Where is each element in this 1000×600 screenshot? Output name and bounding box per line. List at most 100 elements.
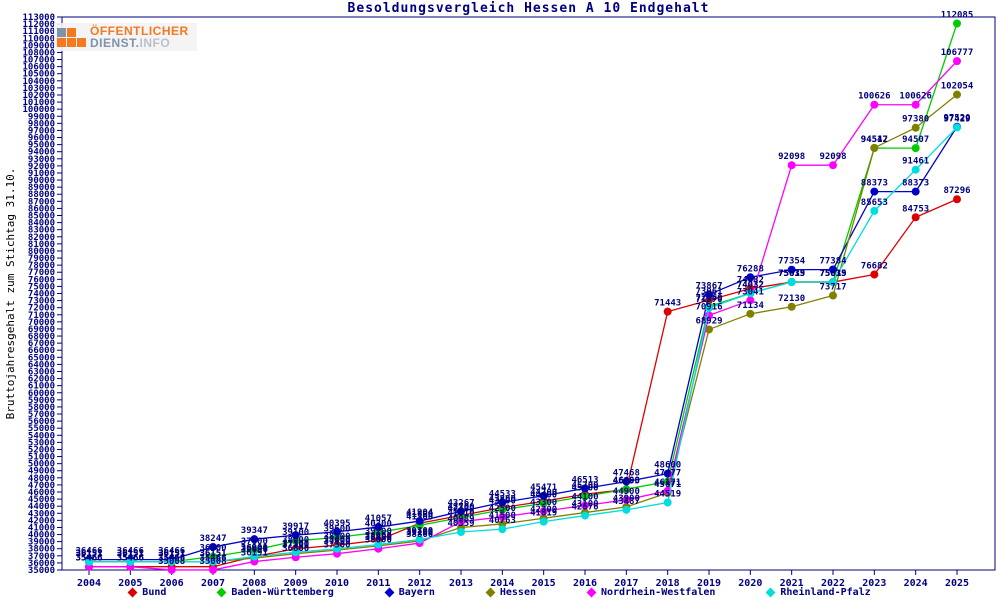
point-label-nordrhein-westfalen: 35466	[75, 554, 102, 564]
x-axis-tick-label: 2008	[242, 578, 266, 589]
point-label-hessen: 72130	[778, 294, 805, 304]
point-label-bund: 75615	[819, 269, 846, 279]
y-axis-tick-label: 94000	[28, 148, 55, 158]
point-label-bayern: 39917	[282, 522, 309, 532]
point-label-hessen: 68929	[695, 316, 722, 326]
point-label-baden-w-rttemberg: 37800	[241, 537, 268, 547]
y-axis-tick-label: 79000	[28, 254, 55, 264]
legend-item-nordrhein-westfalen: Nordrhein-Westfalen	[586, 587, 715, 598]
y-axis-tick-label: 101000	[22, 98, 55, 108]
x-axis-tick-label: 2023	[862, 578, 886, 589]
point-label-nordrhein-westfalen: 41810	[447, 509, 474, 519]
point-label-rheinland-pfalz: 38600	[365, 531, 392, 541]
point-label-rheinland-pfalz: 97429	[943, 114, 970, 124]
point-label-hessen: 36151	[117, 549, 144, 559]
point-label-hessen: 36151	[199, 549, 226, 559]
y-axis-tick-label: 99000	[28, 112, 55, 122]
point-label-baden-w-rttemberg: 36900	[199, 544, 226, 554]
point-marker-rheinland-pfalz	[250, 552, 259, 561]
logo-line2-dienst: DIENST.	[90, 36, 140, 50]
y-axis-tick-label: 110000	[22, 34, 55, 44]
y-axis-tick-label: 88000	[28, 190, 55, 200]
point-label-bayern: 38247	[199, 534, 226, 544]
y-axis-tick-label: 59000	[28, 396, 55, 406]
point-marker-nordrhein-westfalen	[787, 161, 796, 170]
point-marker-baden-w-rttemberg	[291, 536, 300, 545]
point-label-nordrhein-westfalen: 73041	[737, 287, 764, 297]
series-line-hessen	[89, 94, 958, 563]
y-axis-tick-label: 106000	[22, 63, 55, 73]
point-label-hessen: 97380	[902, 115, 929, 125]
point-label-nordrhein-westfalen: 38800	[406, 530, 433, 540]
point-marker-bayern	[870, 187, 879, 196]
point-marker-hessen	[746, 309, 755, 318]
point-label-bayern: 41904	[406, 508, 434, 518]
point-marker-bayern	[209, 542, 217, 551]
legend-item-bund: Bund	[127, 587, 166, 598]
y-axis-tick-label: 102000	[22, 91, 55, 101]
point-label-bayern: 44533	[489, 489, 516, 499]
point-label-hessen: 73717	[819, 283, 846, 293]
y-axis-tick-label: 83000	[28, 226, 55, 236]
x-axis-tick-label: 2016	[573, 578, 597, 589]
point-label-bayern: 48600	[654, 461, 681, 471]
point-marker-baden-w-rttemberg	[581, 492, 589, 501]
x-axis-tick-label: 2010	[325, 578, 349, 589]
point-label-hessen: 40989	[447, 515, 474, 525]
point-marker-rheinland-pfalz	[415, 535, 424, 544]
point-marker-bayern	[374, 523, 383, 532]
point-label-rheinland-pfalz: 38000	[323, 536, 350, 546]
point-marker-baden-w-rttemberg	[333, 533, 341, 542]
plot-border	[61, 16, 996, 571]
point-label-bayern: 77384	[819, 257, 847, 267]
y-axis-tick-label: 81000	[28, 240, 55, 250]
point-label-nordrhein-westfalen: 43300	[530, 498, 557, 508]
point-marker-rheinland-pfalz	[953, 123, 961, 132]
point-label-baden-w-rttemberg: 74032	[737, 280, 764, 290]
point-marker-rheinland-pfalz	[787, 278, 796, 287]
point-marker-bund	[870, 270, 879, 279]
point-label-bayern: 39347	[241, 526, 268, 536]
logo[interactable]: ÖFFENTLICHER DIENST.INFO	[54, 23, 197, 51]
point-label-nordrhein-westfalen: 44900	[613, 487, 640, 497]
point-marker-bayern	[622, 477, 631, 486]
series-line-rheinland-pfalz	[89, 126, 958, 563]
point-label-baden-w-rttemberg: 75635	[819, 269, 846, 279]
y-axis-tick-label: 37000	[28, 552, 55, 562]
x-axis-tick-label: 2020	[738, 578, 762, 589]
x-axis-tick-label: 2024	[904, 578, 928, 589]
y-axis-tick-label: 89000	[28, 183, 55, 193]
point-label-nordrhein-westfalen: 36800	[282, 544, 309, 554]
legend-label: Bayern	[398, 587, 435, 598]
y-axis-tick-label: 48000	[28, 474, 55, 484]
x-axis-tick-label: 2007	[201, 578, 225, 589]
point-label-bund: 74682	[737, 276, 764, 286]
point-marker-bayern	[415, 517, 424, 526]
y-axis-tick-label: 47000	[28, 481, 55, 491]
point-label-rheinland-pfalz: 37500	[282, 539, 309, 549]
legend-marker-icon	[765, 587, 776, 598]
point-label-rheinland-pfalz: 36151	[158, 549, 185, 559]
y-axis-tick-label: 67000	[28, 339, 55, 349]
x-axis-tick-label: 2012	[408, 578, 432, 589]
y-axis-tick-label: 38000	[28, 545, 55, 555]
point-label-baden-w-rttemberg: 44400	[530, 490, 557, 500]
y-axis-tick-label: 82000	[28, 233, 55, 243]
legend-marker-icon	[485, 587, 496, 598]
point-label-bund: 71443	[654, 299, 681, 309]
point-label-bund: 41600	[406, 510, 433, 520]
point-marker-rheinland-pfalz	[457, 528, 465, 537]
point-marker-baden-w-rttemberg	[539, 499, 548, 508]
y-axis-tick-label: 104000	[22, 77, 55, 87]
y-axis-tick-label: 97000	[28, 126, 55, 136]
point-label-rheinland-pfalz: 85653	[861, 198, 888, 208]
legend-item-bayern: Bayern	[384, 587, 435, 598]
point-marker-nordrhein-westfalen	[581, 501, 589, 510]
point-marker-nordrhein-westfalen	[953, 57, 961, 66]
x-axis-tick-label: 2004	[77, 578, 101, 589]
point-marker-bayern	[911, 187, 920, 196]
point-label-baden-w-rttemberg: 36151	[75, 549, 102, 559]
point-label-hessen: 38400	[365, 533, 392, 543]
point-label-hessen: 71134	[737, 301, 765, 311]
point-marker-hessen	[870, 143, 879, 152]
